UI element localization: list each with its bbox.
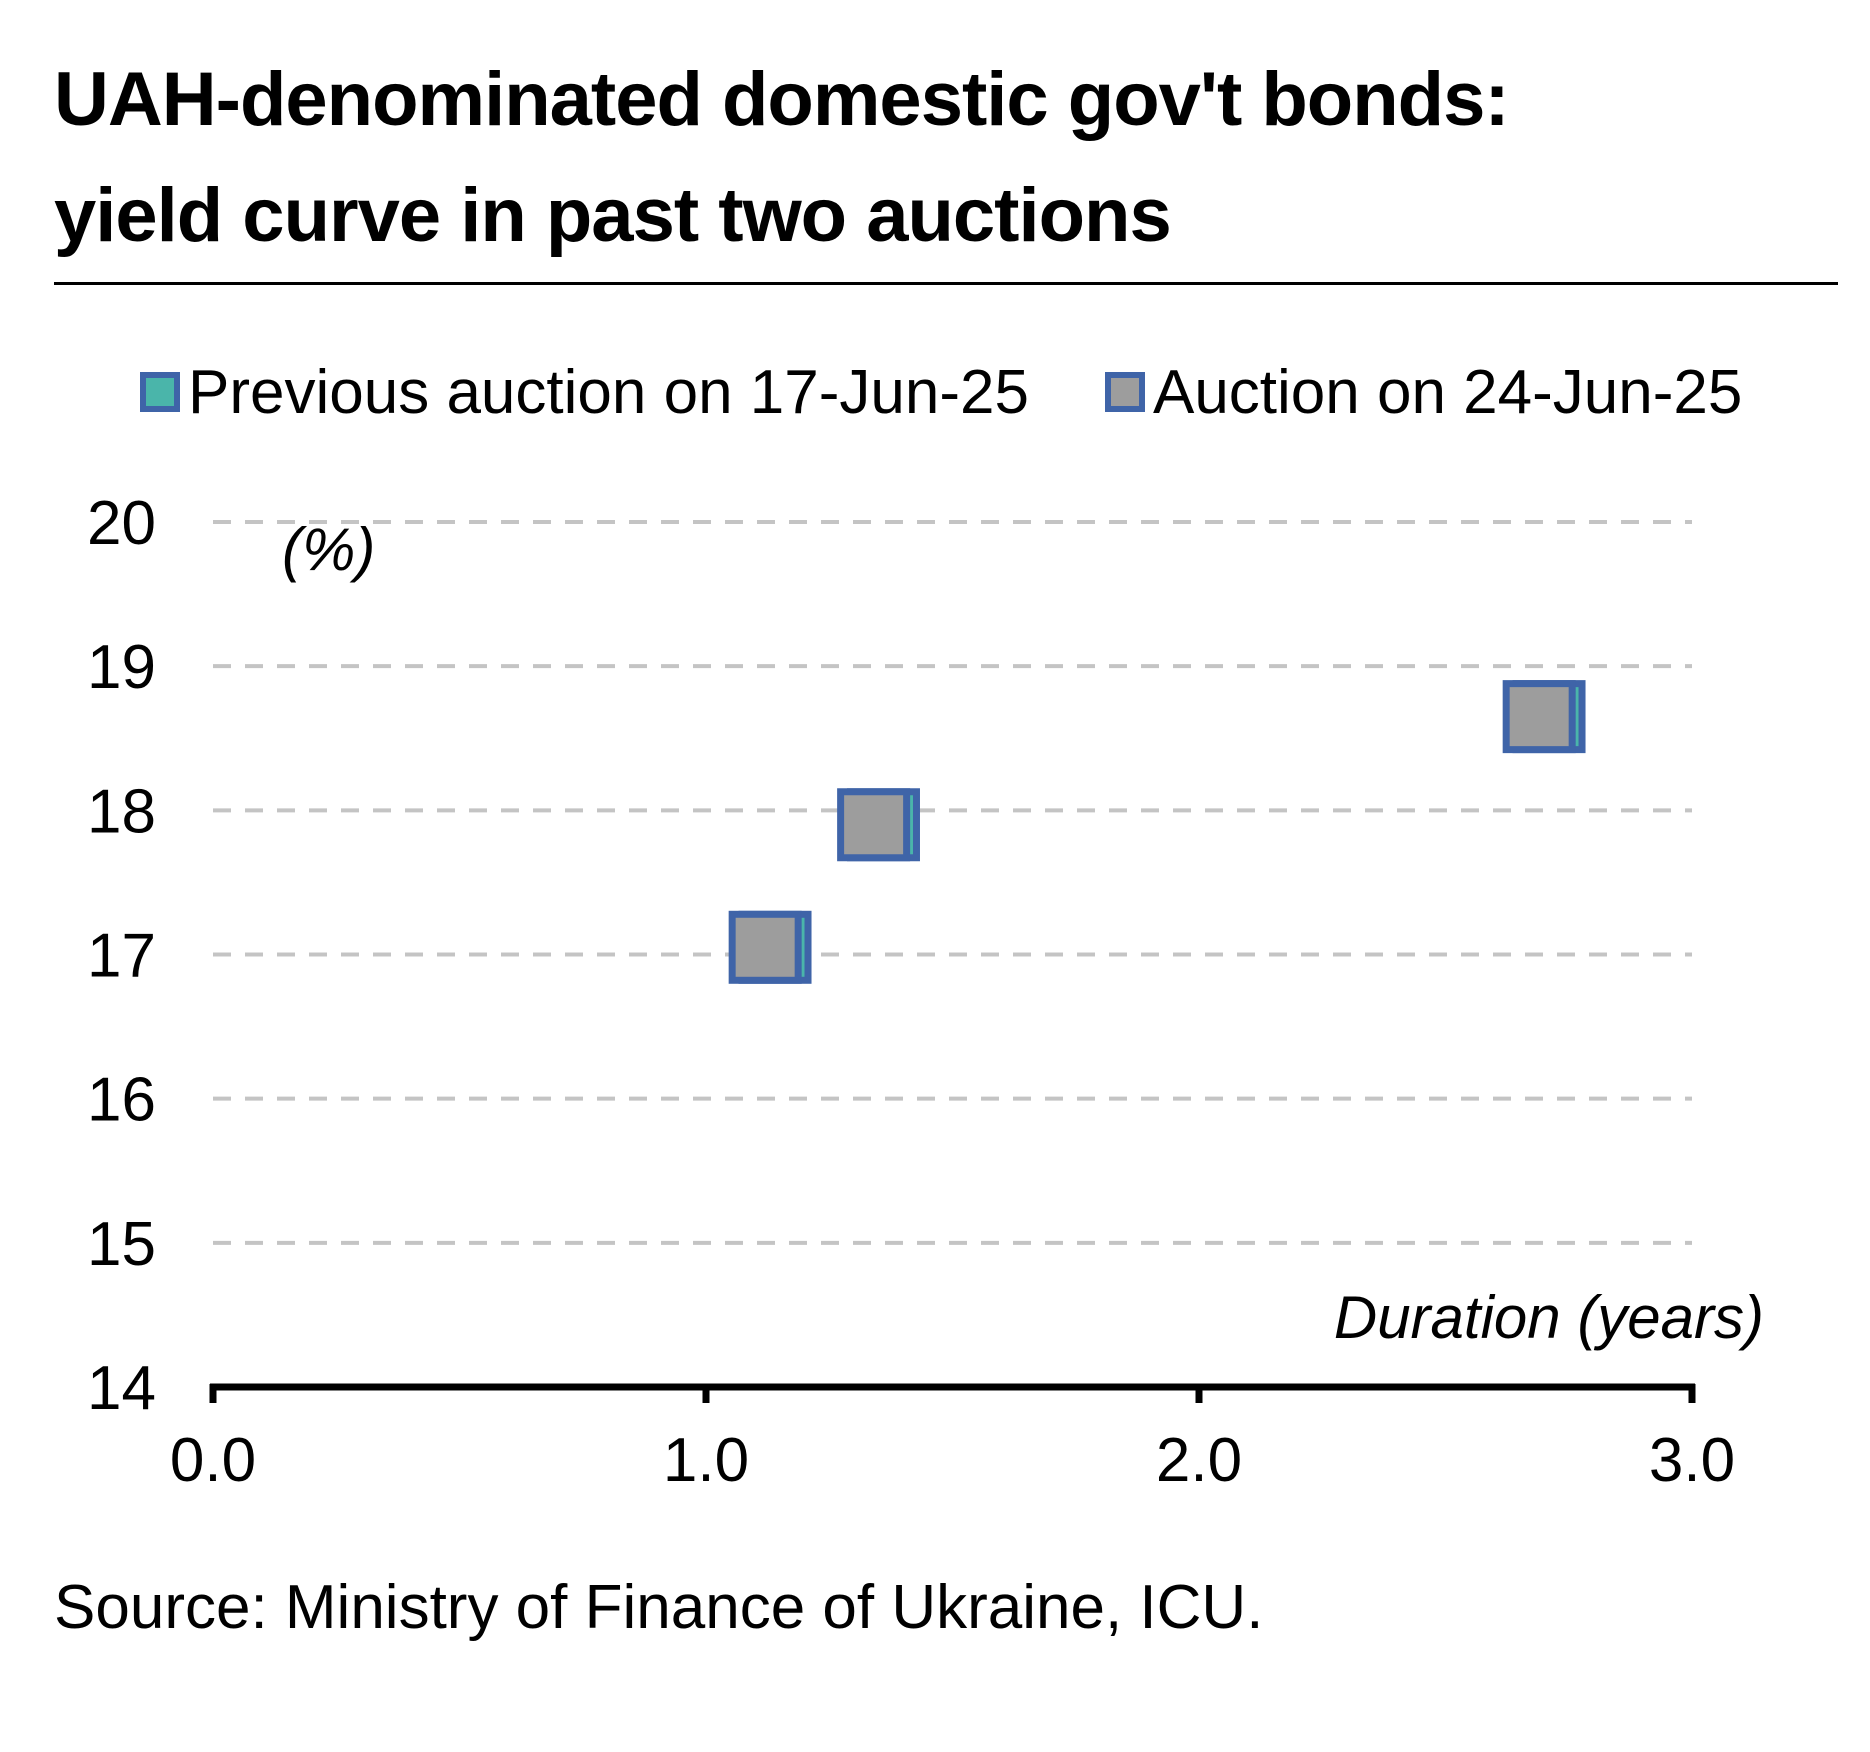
y-tick-label: 15 xyxy=(87,1210,156,1279)
x-axis-label: Duration (years) xyxy=(1334,1284,1764,1351)
legend-item-previous-auction: Previous auction on 17-Jun-25 xyxy=(140,357,1029,428)
legend-label-current-auction: Auction on 24-Jun-25 xyxy=(1152,357,1743,427)
legend-swatch-previous-auction xyxy=(140,372,180,412)
y-tick-label: 14 xyxy=(87,1354,156,1423)
title-divider xyxy=(54,282,1838,285)
legend-swatch-current-auction xyxy=(1104,372,1145,412)
x-axis-tick-labels: 0.0 1.0 2.0 3.0 xyxy=(170,1426,1735,1495)
x-axis xyxy=(209,1383,1696,1403)
data-points xyxy=(728,680,1586,984)
chart-title-line-1: UAH-denominated domestic gov't bonds: xyxy=(54,57,1510,142)
y-tick-label: 17 xyxy=(87,922,156,991)
y-axis-label: (%) xyxy=(282,516,375,583)
x-tick-label: 3.0 xyxy=(1649,1426,1735,1495)
x-tick-label: 1.0 xyxy=(663,1426,749,1495)
point-series-1-0 xyxy=(728,910,802,984)
y-tick-label: 20 xyxy=(87,489,156,558)
y-axis-tick-labels: 14 15 16 17 18 19 20 xyxy=(87,489,156,1423)
source-note: Source: Ministry of Finance of Ukraine, … xyxy=(54,1573,1264,1642)
chart-title-line-2: yield curve in past two auctions xyxy=(54,173,1172,258)
x-tick-label: 0.0 xyxy=(170,1426,256,1495)
y-tick-label: 18 xyxy=(87,777,156,846)
point-series-1-1 xyxy=(837,788,911,862)
gridlines xyxy=(213,520,1692,1245)
y-tick-label: 16 xyxy=(87,1066,156,1135)
point-series-1-2 xyxy=(1502,680,1576,754)
legend-item-current-auction: Auction on 24-Jun-25 xyxy=(1104,357,1743,428)
chart-title: UAH-denominated domestic gov't bonds: yi… xyxy=(54,42,1834,274)
legend-label-previous-auction: Previous auction on 17-Jun-25 xyxy=(188,357,1029,427)
y-tick-label: 19 xyxy=(87,633,156,702)
x-tick-label: 2.0 xyxy=(1156,1426,1242,1495)
chart-legend: Previous auction on 17-Jun-25 Auction on… xyxy=(140,352,1818,432)
